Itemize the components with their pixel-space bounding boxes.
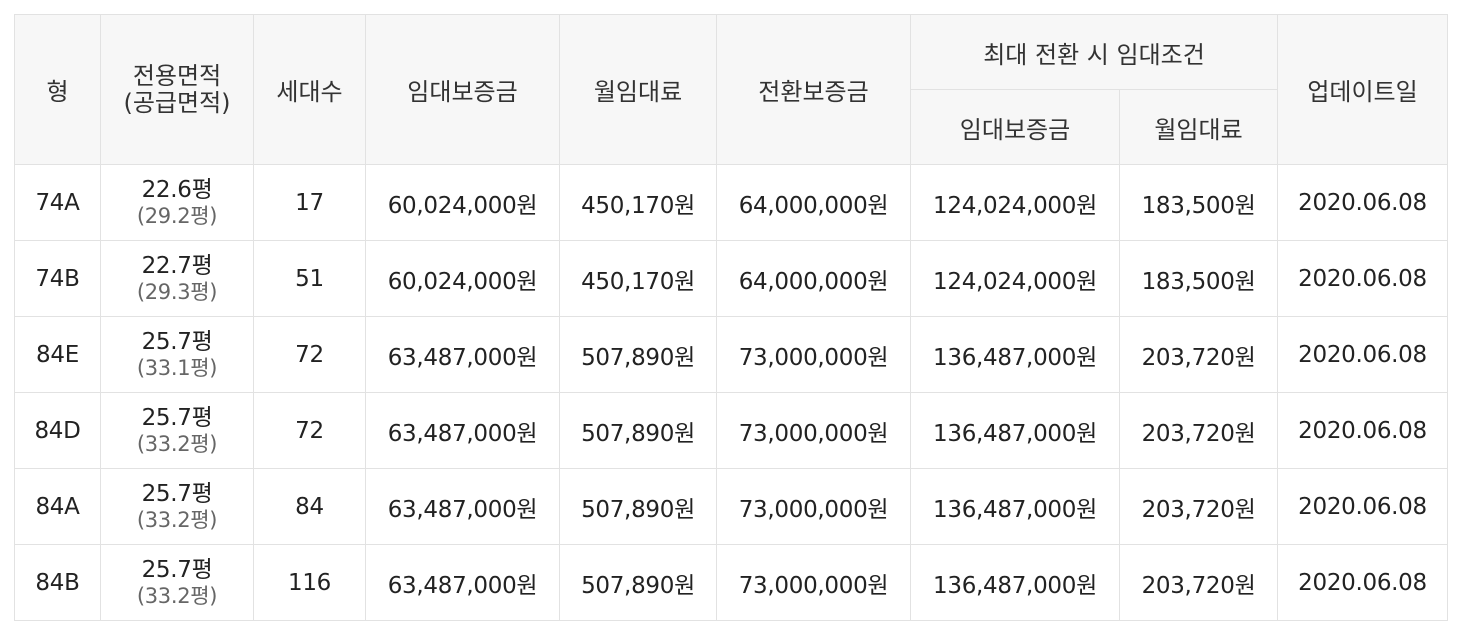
cell-updated: 2020.06.08 — [1277, 468, 1449, 545]
cell-type: 84B — [14, 544, 101, 621]
header-deposit: 임대보증금 — [365, 14, 560, 165]
area-supply: (33.2평) — [136, 431, 218, 456]
area-supply: (33.1평) — [136, 355, 218, 380]
header-row-top: 형 전용면적 (공급면적) 세대수 임대보증금 월임대료 전환보증금 최대 전환… — [14, 14, 1449, 165]
cell-households: 116 — [253, 544, 366, 621]
cell-type: 84E — [14, 316, 101, 393]
cell-updated: 2020.06.08 — [1277, 164, 1449, 241]
cell-households: 17 — [253, 164, 366, 241]
table-row: 74B 22.7평 (29.3평) 51 60,024,000원 450,170원 64,0… — [14, 240, 1449, 317]
cell-conversion-deposit: 73,000,000원 — [716, 468, 911, 545]
area-supply: (33.2평) — [136, 583, 218, 608]
header-households: 세대수 — [253, 14, 366, 165]
cell-households: 51 — [253, 240, 366, 317]
cell-households: 72 — [253, 392, 366, 469]
header-type: 형 — [14, 14, 101, 165]
cell-max-deposit: 124,024,000원 — [910, 240, 1120, 317]
cell-updated: 2020.06.08 — [1277, 544, 1449, 621]
table-row: 84A 25.7평 (33.2평) 84 63,487,000원 507,890원 73,0… — [14, 468, 1449, 545]
header-area-label: 전용면적 — [132, 61, 222, 90]
cell-monthly: 450,170원 — [559, 240, 717, 317]
cell-max-deposit: 136,487,000원 — [910, 468, 1120, 545]
cell-conversion-deposit: 73,000,000원 — [716, 392, 911, 469]
area-exclusive: 22.7평 — [141, 252, 213, 279]
cell-area: 25.7평 (33.2평) — [100, 392, 254, 469]
cell-max-monthly: 183,500원 — [1118, 164, 1279, 241]
area-exclusive: 25.7평 — [141, 328, 213, 355]
cell-max-monthly: 203,720원 — [1118, 544, 1279, 621]
cell-monthly: 450,170원 — [559, 164, 717, 241]
area-exclusive: 25.7평 — [141, 556, 213, 583]
area-supply: (33.2평) — [136, 507, 218, 532]
cell-updated: 2020.06.08 — [1277, 240, 1449, 317]
cell-area: 25.7평 (33.1평) — [100, 316, 254, 393]
cell-monthly: 507,890원 — [559, 468, 717, 545]
header-max-conversion: 최대 전환 시 임대조건 — [909, 14, 1279, 90]
cell-deposit: 63,487,000원 — [365, 316, 560, 393]
cell-monthly: 507,890원 — [559, 544, 717, 621]
header-area: 전용면적 (공급면적) — [100, 14, 254, 165]
cell-conversion-deposit: 73,000,000원 — [716, 316, 911, 393]
cell-deposit: 63,487,000원 — [365, 468, 560, 545]
cell-deposit: 63,487,000원 — [365, 392, 560, 469]
header-conversion-deposit: 전환보증금 — [716, 14, 911, 165]
table-row: 84E 25.7평 (33.1평) 72 63,487,000원 507,890원 73,0… — [14, 316, 1449, 393]
area-exclusive: 25.7평 — [141, 404, 213, 431]
cell-deposit: 63,487,000원 — [365, 544, 560, 621]
cell-updated: 2020.06.08 — [1277, 316, 1449, 393]
cell-area: 22.7평 (29.3평) — [100, 240, 254, 317]
header-max-deposit: 임대보증금 — [910, 89, 1120, 165]
cell-area: 25.7평 (33.2평) — [100, 468, 254, 545]
cell-max-deposit: 136,487,000원 — [910, 392, 1120, 469]
cell-monthly: 507,890원 — [559, 392, 717, 469]
cell-max-monthly: 203,720원 — [1118, 468, 1279, 545]
cell-area: 22.6평 (29.2평) — [100, 164, 254, 241]
cell-max-monthly: 183,500원 — [1118, 240, 1279, 317]
cell-max-deposit: 136,487,000원 — [910, 544, 1120, 621]
cell-conversion-deposit: 73,000,000원 — [716, 544, 911, 621]
cell-type: 84D — [14, 392, 101, 469]
rental-table-container: 형 전용면적 (공급면적) 세대수 임대보증금 월임대료 전환보증금 최대 전환… — [14, 14, 1449, 621]
table-row: 74A 22.6평 (29.2평) 17 60,024,000원 450,170원 64,0… — [14, 164, 1449, 241]
cell-type: 74A — [14, 164, 101, 241]
table-body: 74A 22.6평 (29.2평) 17 60,024,000원 450,170원 64,0… — [14, 164, 1449, 621]
area-supply: (29.2평) — [136, 203, 218, 228]
table-row: 84B 25.7평 (33.2평) 116 63,487,000원 507,890원 73,… — [14, 544, 1449, 621]
header-row-sub: 임대보증금 월임대료 — [15, 89, 1448, 165]
cell-deposit: 60,024,000원 — [365, 240, 560, 317]
cell-area: 25.7평 (33.2평) — [100, 544, 254, 621]
area-supply: (29.3평) — [136, 279, 218, 304]
cell-monthly: 507,890원 — [559, 316, 717, 393]
header-area-supply-label: (공급면적) — [123, 88, 231, 117]
cell-conversion-deposit: 64,000,000원 — [716, 164, 911, 241]
cell-max-deposit: 124,024,000원 — [910, 164, 1120, 241]
header-monthly: 월임대료 — [559, 14, 717, 165]
cell-max-monthly: 203,720원 — [1118, 392, 1279, 469]
area-exclusive: 22.6평 — [141, 176, 213, 203]
table-row: 84D 25.7평 (33.2평) 72 63,487,000원 507,890원 73,0… — [14, 392, 1449, 469]
cell-households: 72 — [253, 316, 366, 393]
cell-max-monthly: 203,720원 — [1118, 316, 1279, 393]
table-header: 형 전용면적 (공급면적) 세대수 임대보증금 월임대료 전환보증금 최대 전환… — [14, 14, 1449, 165]
area-exclusive: 25.7평 — [141, 480, 213, 507]
cell-type: 74B — [14, 240, 101, 317]
rental-conditions-table: 형 전용면적 (공급면적) 세대수 임대보증금 월임대료 전환보증금 최대 전환… — [14, 14, 1449, 621]
cell-households: 84 — [253, 468, 366, 545]
cell-deposit: 60,024,000원 — [365, 164, 560, 241]
cell-updated: 2020.06.08 — [1277, 392, 1449, 469]
header-max-monthly: 월임대료 — [1118, 89, 1279, 165]
cell-conversion-deposit: 64,000,000원 — [716, 240, 911, 317]
cell-type: 84A — [14, 468, 101, 545]
cell-max-deposit: 136,487,000원 — [910, 316, 1120, 393]
header-updated: 업데이트일 — [1277, 14, 1449, 165]
